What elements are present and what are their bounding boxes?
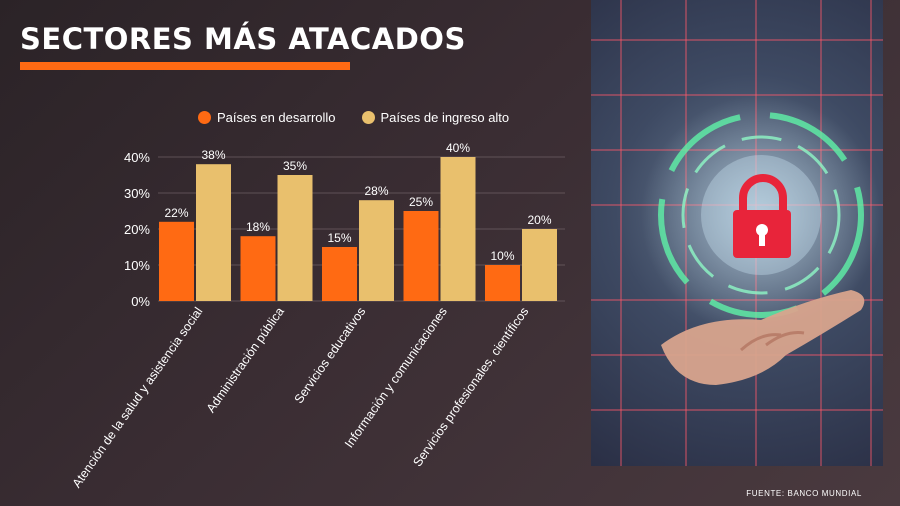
data-label: 35% [283,159,307,173]
bar [196,164,231,301]
padlock-illustration [591,0,883,466]
page-title: SECTORES MÁS ATACADOS [20,22,466,56]
legend-swatch-series-1 [198,111,211,124]
bar [522,229,557,301]
y-tick-label: 0% [131,294,150,309]
bar [240,236,276,301]
title-underline [20,62,350,70]
bar [403,211,439,301]
data-label: 20% [527,213,551,227]
y-tick-label: 30% [124,186,150,201]
hand-shape [661,290,865,385]
x-tick-label: Atención de la salud y asistencia social [70,305,206,491]
padlock-icon [733,174,791,258]
chart-legend: Países en desarrollo Países de ingreso a… [198,110,509,125]
legend-label-series-1: Países en desarrollo [217,110,336,125]
cybersecurity-photo [591,0,883,466]
bar [322,247,357,301]
data-label: 10% [490,249,514,263]
y-tick-label: 10% [124,258,150,273]
data-label: 22% [164,206,188,220]
bar [277,175,313,301]
legend-item-series-1: Países en desarrollo [198,110,336,125]
bar [485,265,520,301]
data-label: 25% [409,195,433,209]
x-tick-label: Administración pública [204,305,287,416]
data-label: 38% [201,148,225,162]
legend-swatch-series-2 [361,111,375,124]
data-label: 40% [446,141,470,155]
source-note: FUENTE: BANCO MUNDIAL [746,489,862,498]
legend-item-series-2: Países de ingreso alto [361,110,510,125]
y-tick-label: 20% [124,222,150,237]
legend-label-series-2: Países de ingreso alto [380,110,510,125]
data-label: 18% [246,220,270,234]
bar [159,221,194,301]
y-tick-label: 40% [124,150,150,165]
bar [359,200,394,301]
data-label: 15% [327,231,351,245]
data-label: 28% [364,184,388,198]
x-tick-label: Servicios educativos [292,305,369,406]
bar-chart: 0% 10% 20% 30% 40% 22% 38% Atención de la salud… [70,141,565,491]
bar [440,157,476,301]
